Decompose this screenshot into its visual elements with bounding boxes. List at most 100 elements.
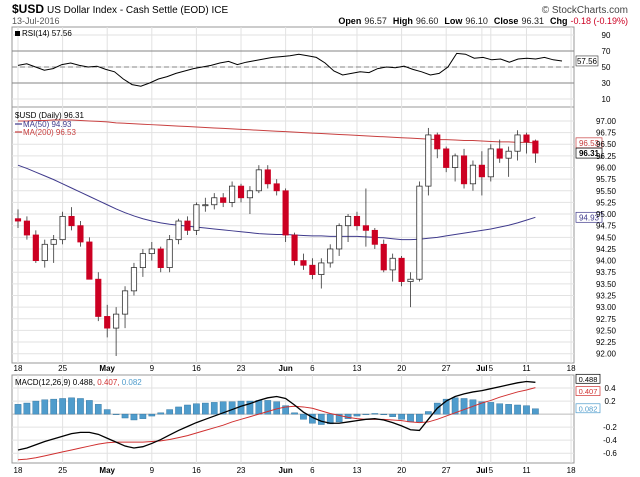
candle-body [113, 313, 120, 329]
histogram-bar [362, 413, 370, 415]
candle-body [487, 148, 494, 178]
candle-body [166, 239, 173, 268]
macd-tick-label: -0.2 [603, 423, 617, 432]
x-tick-label: 25 [58, 364, 67, 373]
histogram-bar [264, 400, 272, 415]
histogram-bar [112, 413, 120, 415]
candle-body [353, 215, 361, 227]
macd-legend-b: 0.407, [97, 378, 121, 387]
histogram-bar [514, 404, 521, 415]
candle [273, 179, 280, 196]
candle-body [202, 204, 209, 207]
quote-value-open: 96.57 [364, 16, 387, 26]
candle-body [50, 239, 57, 245]
candle-body [505, 150, 512, 159]
candle [264, 165, 271, 189]
price-tick-label: 92.75 [596, 315, 617, 324]
candle-body [344, 215, 352, 227]
rsi-tick-label: 90 [602, 31, 611, 40]
price-last-label: 94.93 [579, 213, 600, 222]
candle-body [184, 220, 191, 231]
candle [443, 146, 450, 173]
histogram-bar [23, 402, 31, 415]
candle [327, 244, 334, 268]
x-tick-label: 6 [310, 466, 315, 475]
candle [104, 304, 111, 338]
candle [255, 165, 262, 194]
price-tick-label: 95.75 [596, 175, 617, 184]
candle [211, 193, 218, 210]
candle-body [95, 278, 102, 317]
price-legend: $USD (Daily) 96.31 MA(50) 94.93 MA(200) … [15, 111, 84, 137]
x-tick-label: 13 [353, 466, 362, 475]
candle [166, 235, 173, 273]
x-tick-label: 27 [442, 466, 451, 475]
candle-body [255, 169, 262, 192]
candle-body [264, 169, 271, 185]
candle [113, 307, 120, 357]
quote-value-high: 96.60 [416, 16, 439, 26]
candle [291, 232, 298, 266]
histogram-bar [291, 412, 298, 415]
candle-body [460, 155, 468, 185]
candle-body [211, 197, 218, 206]
candle [523, 132, 530, 154]
x-tick-label: May [99, 364, 115, 373]
histogram-bar [255, 400, 263, 415]
candle [229, 181, 236, 208]
candle [505, 146, 512, 177]
macd-last-label: 0.407 [579, 387, 598, 396]
price-tick-label: 96.75 [596, 129, 617, 138]
candle-body [362, 225, 369, 231]
macd-legend: MACD(12,26,9) 0.488, 0.407, 0.082 [15, 378, 142, 387]
instrument-name: US Dollar Index - Cash Settle (EOD) ICE [47, 5, 228, 16]
price-tick-label: 93.00 [596, 303, 617, 312]
histogram-bar [193, 403, 200, 415]
candle-body [425, 134, 432, 187]
candle [514, 130, 521, 161]
candle [193, 202, 200, 235]
rsi-layer: 57.56 [17, 52, 599, 87]
price-tick-label: 97.00 [596, 117, 617, 126]
x-tick-label: 9 [150, 466, 155, 475]
rsi-legend: RSI(14) 57.56 [15, 29, 72, 38]
histogram-bar [300, 413, 307, 420]
candle-body [246, 190, 254, 199]
quote-line: Open 96.57 High 96.60 Low 96.10 Close 96.31 Chg -… [338, 16, 628, 26]
candle-body [443, 148, 450, 168]
quote-label-high: High [393, 16, 413, 26]
candle [344, 214, 352, 242]
rsi-last-value: 57.56 [575, 55, 599, 67]
candle [371, 228, 378, 249]
quote-label-close: Close [494, 16, 519, 26]
histogram-bar [326, 413, 334, 425]
quote-value-low: 96.10 [465, 16, 488, 26]
rsi-tick-label: 10 [602, 95, 611, 104]
macd-last-label: 0.488 [579, 375, 598, 384]
x-tick-label: 18 [14, 364, 23, 373]
macd-layer: 0.488 0.407 0.082 [14, 373, 601, 461]
candle [130, 262, 138, 296]
candle-body [371, 229, 378, 245]
candle [496, 139, 503, 163]
rsi-tick-label: 30 [602, 79, 611, 88]
x-tick-label: 13 [353, 364, 362, 373]
ma50-legend-text: MA(50) 94.93 [23, 120, 72, 129]
macd-panel [11, 374, 575, 464]
price-tick-label: 96.25 [596, 152, 617, 161]
candle [95, 272, 102, 322]
candle-body [523, 134, 530, 143]
histogram-bar [335, 413, 343, 423]
macd-last-value-macd: 0.488 [575, 373, 601, 384]
candle-body [77, 225, 84, 243]
candle [220, 193, 227, 208]
price-tick-label: 92.00 [596, 350, 617, 359]
candle-body [157, 248, 164, 268]
rsi-legend-text: RSI(14) 57.56 [22, 29, 72, 38]
ma200-line [18, 119, 536, 144]
candle-body [229, 185, 236, 203]
macd-tick-label: -0.4 [603, 436, 617, 445]
x-tick-label: 9 [150, 364, 155, 373]
x-tick-label: 18 [567, 364, 576, 373]
macd-tick-label: -0.6 [603, 449, 617, 458]
